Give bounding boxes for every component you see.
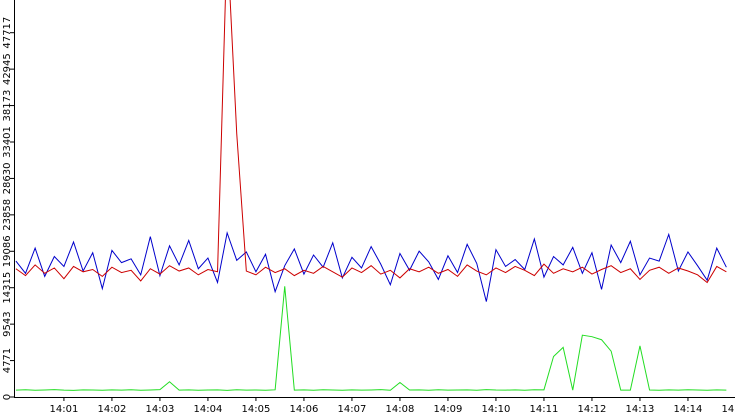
x-tick-label: 14:11: [530, 404, 559, 415]
y-tick-label: 0: [2, 394, 13, 400]
x-tick-label: 14:08: [386, 404, 415, 415]
plot-area: [15, 0, 727, 391]
series-line: [15, 230, 727, 302]
x-tick-label: 14:09: [434, 404, 463, 415]
y-tick-label: 38173: [2, 90, 13, 122]
x-tick-label: 14:06: [290, 404, 319, 415]
y-tick-label: 42945: [2, 53, 13, 85]
y-tick-label: 14315: [2, 272, 13, 304]
x-tick-label: 14:13: [626, 404, 655, 415]
x-tick-label: 14:15: [722, 404, 735, 415]
x-tick-label: 14:05: [242, 404, 271, 415]
y-tick-label: 23858: [2, 199, 13, 231]
x-tick-label: 14:02: [98, 404, 127, 415]
x-tick-label: 14:12: [578, 404, 607, 415]
x-tick-label: 14:03: [146, 404, 175, 415]
series-line: [15, 0, 727, 284]
x-tick-label: 14:04: [194, 404, 223, 415]
y-tick-label: 47717: [2, 17, 13, 49]
x-tick-label: 14:07: [338, 404, 367, 415]
y-tick-label: 28630: [2, 163, 13, 195]
x-tick-label: 14:14: [674, 404, 703, 415]
x-tick-label: 14:01: [50, 404, 79, 415]
y-tick-label: 9543: [2, 311, 13, 336]
y-tick-label: 33401: [2, 126, 13, 158]
series-line: [15, 286, 727, 391]
y-tick-label: 4771: [2, 348, 13, 373]
y-tick-label: 19086: [2, 235, 13, 267]
x-tick-label: 14:10: [482, 404, 511, 415]
